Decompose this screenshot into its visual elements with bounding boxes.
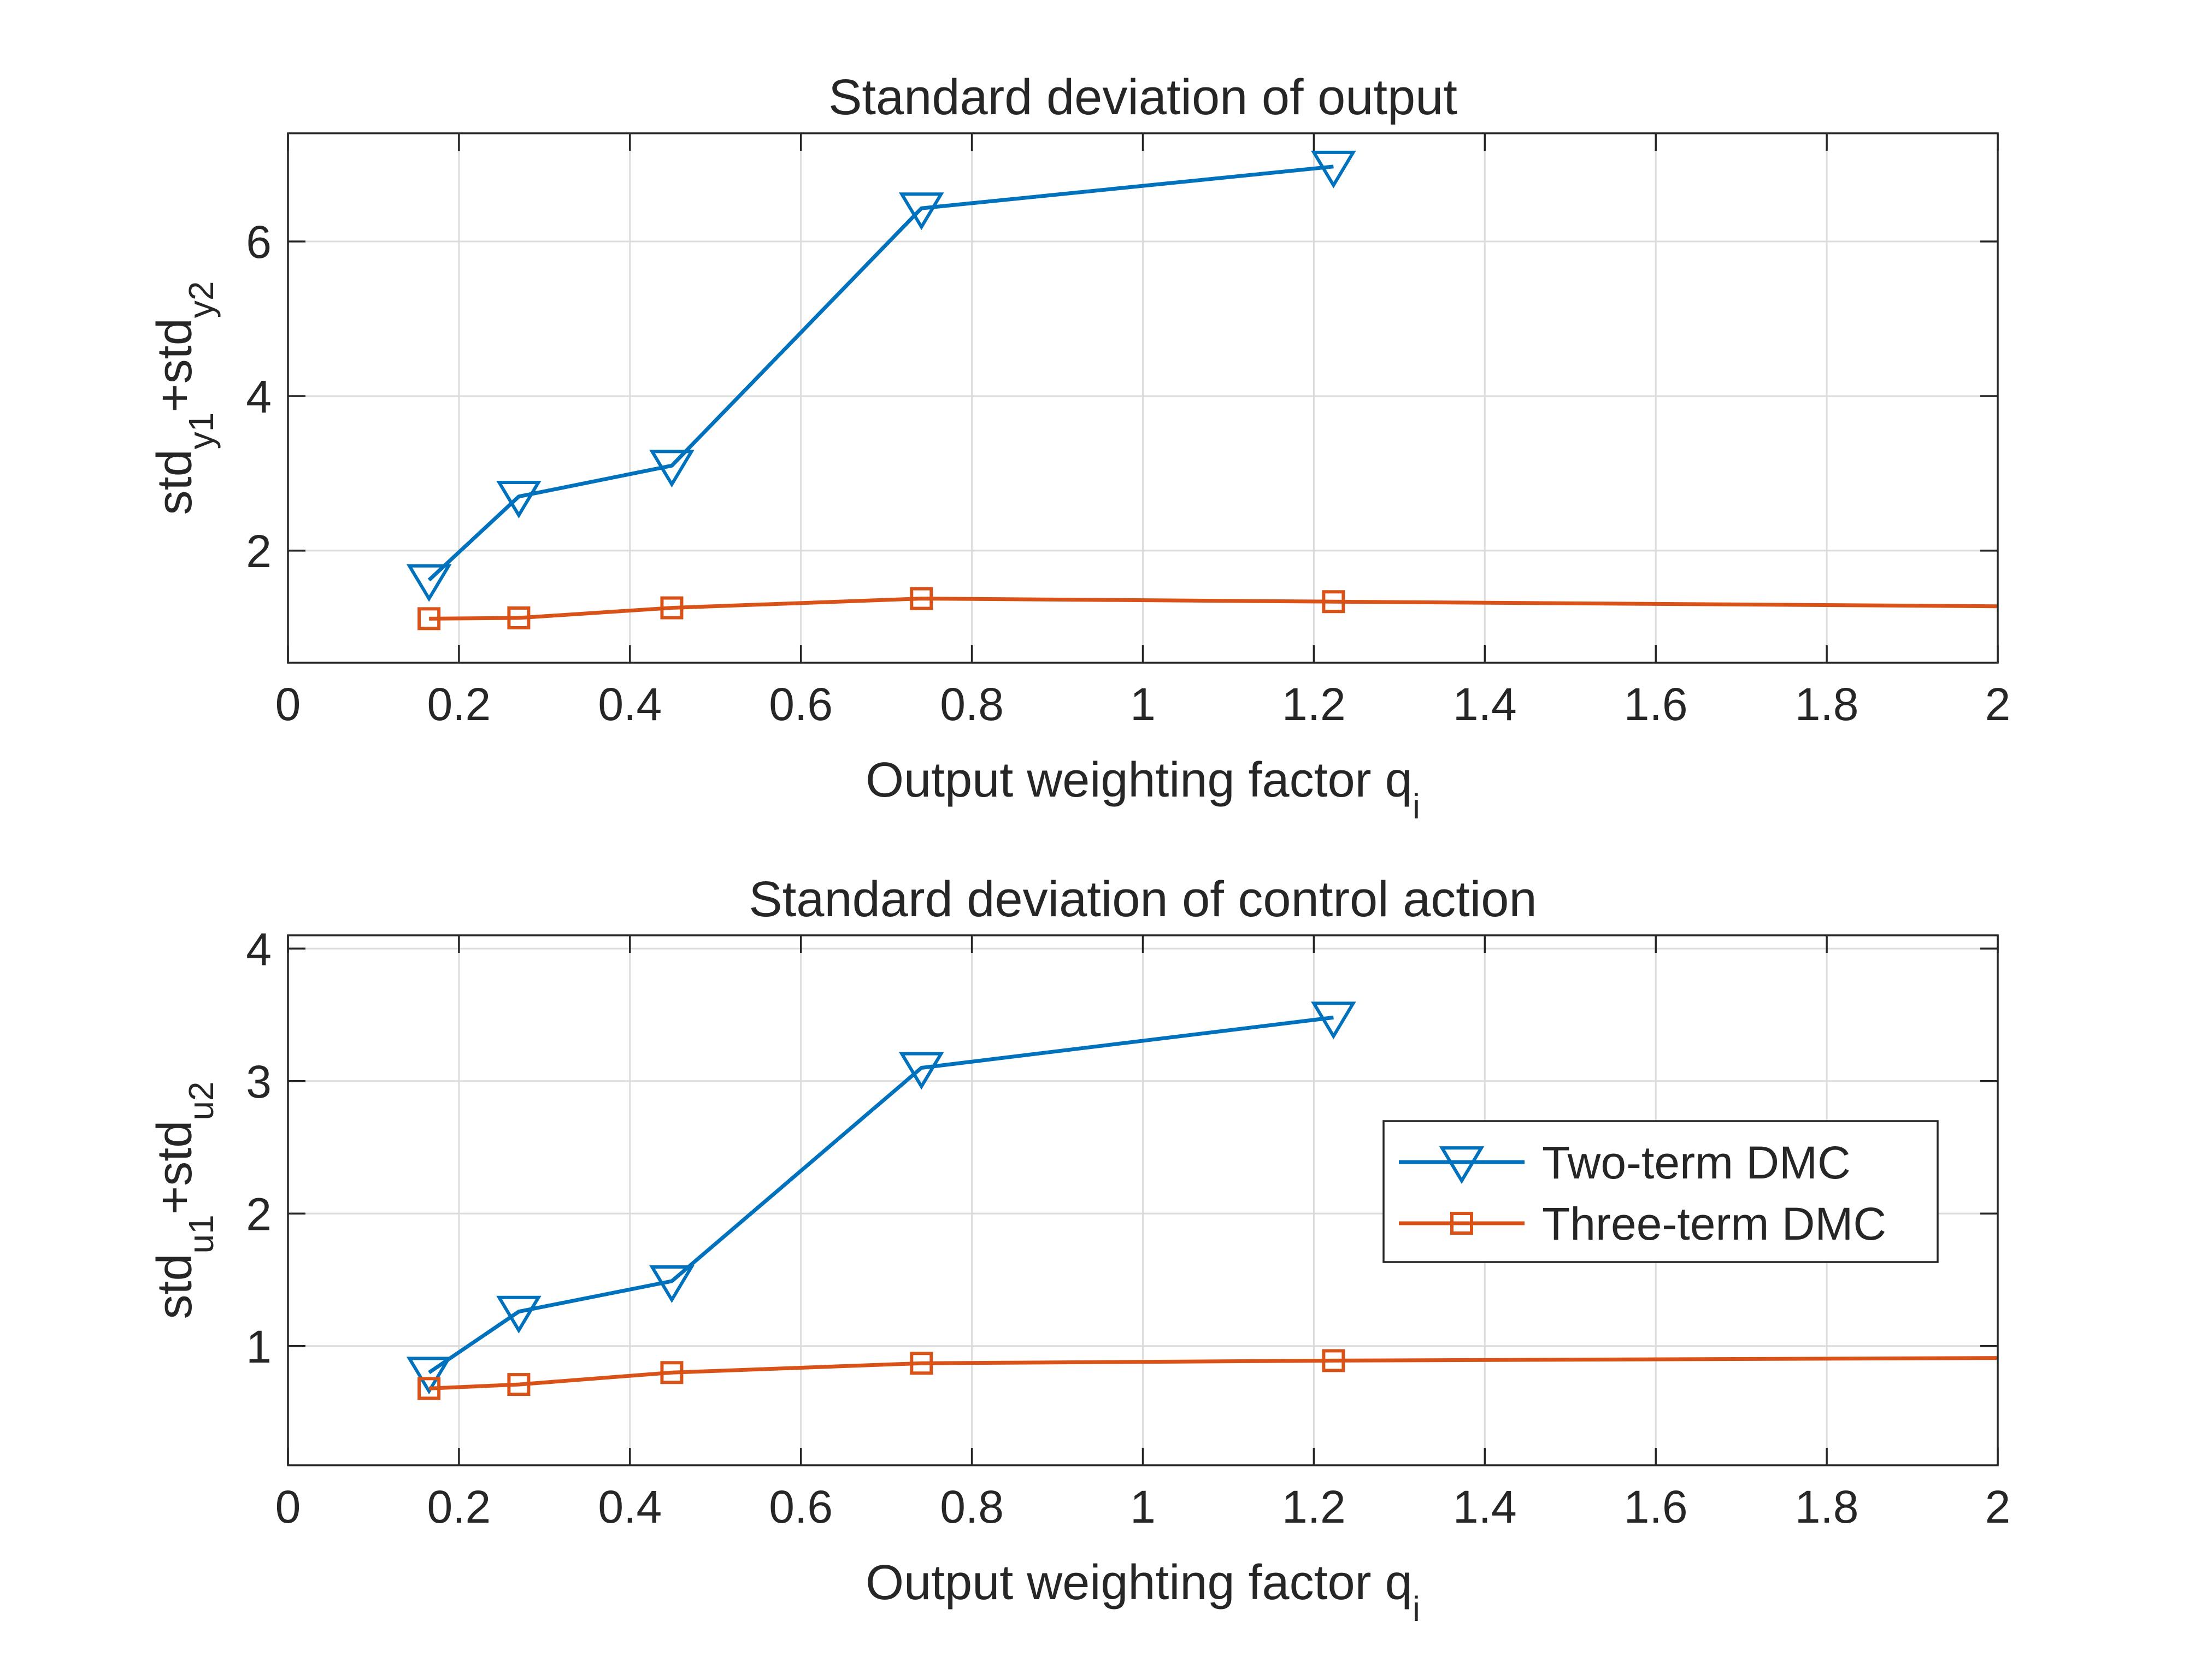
x-tick-label: 2 [1985,679,2011,730]
data-point [406,564,452,602]
x-tick-label: 1.6 [1624,1481,1688,1532]
x-axis-label-base: Output weighting factor q [866,1555,1413,1610]
data-point [1322,590,1345,614]
y-axis-label-part: +std [148,1121,202,1215]
data-point [899,1052,944,1090]
x-tick-label: 1.2 [1282,1481,1346,1532]
x-axis-label: Output weighting factor qi [866,753,1420,826]
y-axis-label-subscript: y2 [181,281,221,319]
data-point [910,1352,933,1375]
x-tick-label: 1.8 [1795,1481,1859,1532]
legend-entry: Three-term DMC [1399,1198,1886,1249]
x-tick-label: 0.8 [940,679,1004,730]
axes-box [287,934,1999,1466]
x-axis-label: Output weighting factor qi [866,1555,1420,1629]
x-axis-label-base: Output weighting factor q [866,753,1413,807]
x-tick-label: 1 [1130,679,1156,730]
x-tick-label: 0.2 [427,679,491,730]
y-axis-label-subscript: u2 [181,1081,221,1120]
data-point [649,450,695,488]
data-point [1322,1349,1345,1372]
series-line [427,164,1334,582]
x-tick-label: 1.4 [1453,679,1517,730]
x-axis-label-subscript: i [1413,1589,1420,1629]
x-tick-label: 1.2 [1282,679,1346,730]
data-point [496,480,542,518]
data-point [910,587,933,610]
x-tick-label: 0.2 [427,1481,491,1532]
y-tick-label: 4 [246,371,272,422]
y-tick-label: 6 [246,216,272,268]
chart-title: Standard deviation of control action [749,871,1537,927]
x-tick-label: 0.6 [769,1481,833,1532]
data-point [417,607,441,630]
legend-entry: Two-term DMC [1399,1137,1851,1188]
x-tick-label: 1.4 [1453,1481,1517,1532]
y-tick-label: 2 [246,526,272,577]
y-axis-label-subscript: u1 [181,1215,221,1253]
y-axis-label-part: +std [148,318,202,412]
y-axis-label-part: std [148,449,202,515]
chart-title: Standard deviation of output [828,69,1457,125]
data-point [660,596,684,620]
x-tick-label: 2 [1985,1481,2011,1532]
y-tick-label: 3 [246,1056,272,1107]
y-tick-label: 1 [246,1321,272,1372]
axes-box [287,132,1999,664]
chart-control-action-std: 0 0.2 0.4 0.6 0.8 1 1.2 1.4 1.6 1.8 2 1 2 3 4 Standard … [148,871,2010,1629]
series-line [428,1015,1334,1375]
legend-marker [1439,1146,1485,1184]
legend-box [1382,1120,1939,1263]
series-line [428,1356,1998,1390]
series-three-term-dmc [417,587,1998,630]
x-tick-label: 1.6 [1624,679,1688,730]
legend-label: Three-term DMC [1542,1198,1886,1249]
chart-output-std: 0 0.2 0.4 0.6 0.8 1 1.2 1.4 1.6 1.8 2 2 4 6 Standard d… [148,69,2010,826]
data-point [406,1357,452,1395]
x-axis-label-subscript: i [1413,787,1420,826]
series-line [429,597,1998,621]
legend: Two-term DMC Three-term DMC [1382,1120,1939,1263]
x-tick-label: 1 [1130,1481,1156,1532]
data-point [496,1295,542,1334]
data-point [1311,150,1356,188]
x-tick-label: 0.4 [598,1481,662,1532]
data-point [417,1377,441,1400]
data-point [899,192,944,231]
y-tick-label: 4 [246,923,272,975]
x-tick-label: 0.6 [769,679,833,730]
legend-marker [1450,1212,1473,1235]
x-tick-label: 0 [275,1481,301,1532]
x-tick-label: 0.4 [598,679,662,730]
data-point [649,1265,695,1303]
x-tick-label: 0.8 [940,1481,1004,1532]
data-point [507,606,531,629]
y-axis-label: stdy1+stdy2 [148,281,221,515]
legend-label: Two-term DMC [1542,1137,1851,1188]
data-point [1311,1001,1356,1040]
y-tick-label: 2 [246,1188,272,1240]
x-tick-label: 1.8 [1795,679,1859,730]
data-point [660,1361,684,1384]
series-two-term-dmc [406,150,1356,602]
data-point [507,1373,531,1396]
x-tick-label: 0 [275,679,301,730]
y-axis-label-subscript: y1 [181,412,221,450]
series-two-term-dmc [406,1001,1356,1395]
series-three-term-dmc [417,1349,1998,1400]
y-axis-label: stdu1+stdu2 [148,1081,221,1319]
y-axis-label-part: std [148,1253,202,1319]
